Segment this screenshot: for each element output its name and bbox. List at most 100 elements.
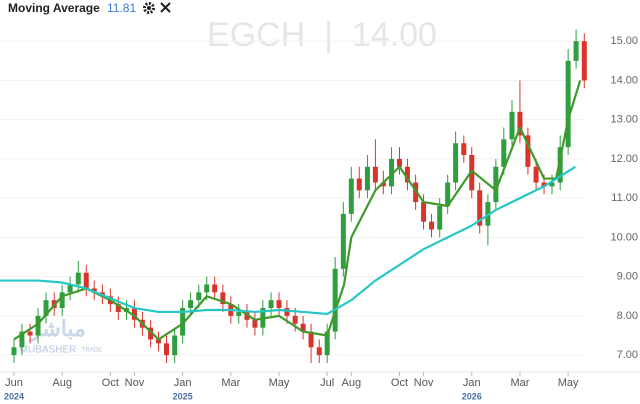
x-tick-label: Jan: [463, 377, 481, 389]
x-tick-label: Jan: [174, 377, 192, 389]
candle-body: [380, 182, 386, 187]
candle-body: [308, 331, 314, 348]
candle-body: [212, 284, 218, 293]
candle-body: [11, 347, 17, 356]
candle-body: [356, 178, 362, 191]
candle-body: [421, 202, 427, 222]
watermark: EGCH | 14.00 مباشر MUBASHER TRADE: [20, 16, 437, 356]
candle-body: [445, 182, 451, 207]
candle-body: [469, 155, 475, 191]
close-stroke[interactable]: [160, 2, 171, 13]
x-tick-label: Aug: [52, 377, 72, 389]
year-label: 2025: [173, 391, 193, 401]
indicator-value: 11.81: [107, 1, 136, 15]
candle-body: [340, 213, 346, 269]
watermark-symbol: EGCH | 14.00: [207, 16, 437, 54]
candle-body: [236, 311, 242, 316]
candle-body: [188, 300, 194, 309]
candle-body: [389, 158, 395, 187]
candle-body: [115, 304, 121, 312]
candle-body: [565, 60, 571, 148]
candle-body: [453, 143, 459, 183]
y-tick-label: 8.00: [617, 310, 638, 322]
candle-body: [316, 347, 322, 356]
x-tick-label: May: [269, 377, 290, 389]
candle-body: [429, 221, 435, 230]
candle-body: [292, 315, 298, 324]
candle-body: [517, 111, 523, 136]
candle-body: [549, 182, 555, 187]
candle-body: [477, 190, 483, 226]
candle-body: [75, 272, 81, 285]
candle-body: [509, 111, 515, 140]
candle-body: [300, 323, 306, 332]
plot: [0, 29, 587, 363]
x-tick-label: Oct: [102, 377, 119, 389]
x-tick-label: Nov: [414, 377, 434, 389]
candle-body: [131, 308, 137, 320]
candle-body: [252, 319, 258, 328]
indicator-name: Moving Average: [8, 1, 100, 15]
x-tick-label: May: [558, 377, 579, 389]
close-icon[interactable]: [160, 2, 171, 13]
candle-body: [493, 166, 499, 203]
moving-average-line: [13, 80, 582, 341]
candle-body: [43, 300, 49, 316]
candle-body: [364, 166, 370, 191]
candle-body: [437, 206, 443, 230]
candle-body: [148, 327, 154, 340]
candle-body: [324, 331, 330, 356]
x-tick-label: Jul: [320, 377, 334, 389]
candle-body: [557, 147, 563, 183]
candle-body: [204, 284, 210, 293]
candle-body: [27, 331, 33, 336]
x-tick-label: Aug: [342, 377, 362, 389]
settings-icon[interactable]: [143, 2, 155, 14]
candle-body: [156, 339, 162, 344]
x-tick-label: Jun: [5, 377, 23, 389]
candle-body: [372, 166, 378, 183]
y-tick-label: 11.00: [611, 192, 638, 204]
candle-body: [396, 158, 402, 167]
candle-body: [404, 166, 410, 183]
candle-body: [276, 300, 282, 309]
y-tick-label: 15.00: [610, 35, 638, 47]
x-tick-label: Mar: [510, 377, 529, 389]
candle-body: [19, 331, 25, 348]
year-label: 2026: [462, 391, 482, 401]
candle-body: [91, 288, 97, 293]
header: Moving Average 11.81: [8, 1, 171, 15]
candle-body: [501, 139, 507, 167]
candle-body: [59, 292, 65, 309]
logo-latin: MUBASHER: [20, 345, 77, 356]
year-label: 2024: [4, 391, 24, 401]
candle-body: [196, 292, 202, 301]
y-tick-label: 7.00: [617, 349, 638, 361]
x-tick-label: Mar: [221, 377, 240, 389]
candle-body: [581, 41, 587, 81]
candle-body: [348, 178, 354, 214]
candle-body: [268, 300, 274, 309]
candle-body: [163, 343, 169, 356]
candle-body: [332, 268, 338, 332]
candle-body: [533, 166, 539, 183]
candle-body: [35, 315, 41, 336]
y-tick-label: 9.00: [617, 271, 638, 283]
candle-body: [573, 41, 579, 61]
y-tick-label: 14.00: [610, 74, 638, 86]
candle-body: [461, 143, 467, 155]
y-tick-label: 13.00: [610, 114, 638, 126]
candle-body: [67, 284, 73, 293]
candle-body: [83, 272, 89, 289]
candle-body: [220, 292, 226, 305]
y-tick-label: 10.00: [610, 231, 638, 243]
candle-body: [284, 308, 290, 316]
gear-center[interactable]: [147, 6, 151, 10]
candle-body: [172, 335, 178, 356]
candle-body: [541, 182, 547, 187]
candle-body: [525, 135, 531, 167]
candle-body: [180, 308, 186, 336]
gear[interactable]: [143, 2, 155, 14]
